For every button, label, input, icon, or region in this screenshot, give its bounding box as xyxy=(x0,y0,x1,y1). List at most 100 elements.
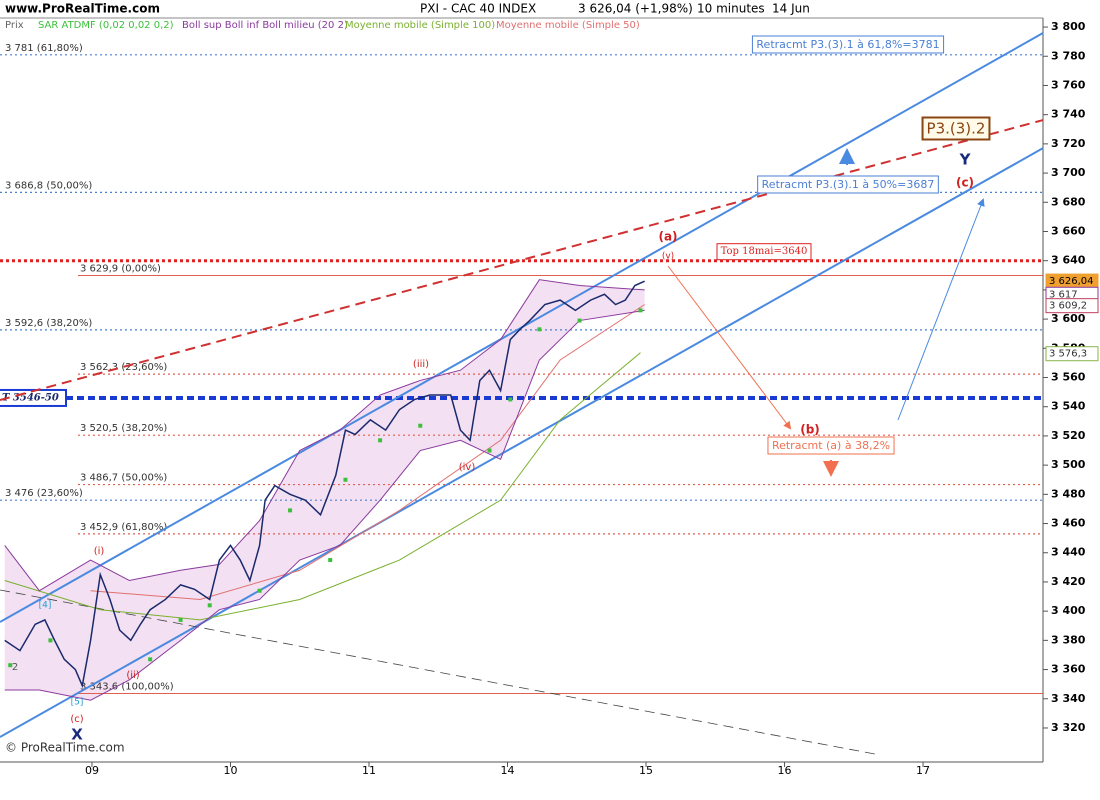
y-tick-label: 3 540 xyxy=(1051,400,1086,413)
y-tick-label: 3 440 xyxy=(1051,546,1086,559)
level-label: 3 629,9 (0,00%) xyxy=(80,263,161,274)
annotation: (iii) xyxy=(413,359,429,370)
y-tick-label: 3 560 xyxy=(1051,371,1086,384)
boll-upper xyxy=(4,279,645,592)
price-tag-box xyxy=(1045,346,1099,362)
y-tick-label: 3 520 xyxy=(1051,429,1086,442)
sar-dot xyxy=(288,508,293,513)
boll-lower xyxy=(4,309,645,701)
annotation: (b) xyxy=(800,423,820,437)
annotation: (ii) xyxy=(126,670,139,681)
legend-entry: SAR ATDMF (0,02 0,02 0,2) xyxy=(38,20,174,31)
x-tick-label: 15 xyxy=(639,764,653,777)
y-tick-label: 3 340 xyxy=(1051,692,1086,705)
annotation: (iv) xyxy=(459,462,476,473)
price-tag-label: 3 576,3 xyxy=(1049,349,1087,360)
x-tick-label: 17 xyxy=(916,764,930,777)
plot-area: 3 781 (61,80%) 3 686,8 (50,00%) Top 18mai=… xyxy=(0,32,1044,756)
annotation: [4] xyxy=(39,601,52,611)
annotation: Retracmt P3.(3).1 à 61,8%=3781 xyxy=(756,38,939,51)
sar-dot xyxy=(207,603,212,608)
annotation: X xyxy=(71,726,83,744)
annotation: 2 xyxy=(12,662,18,673)
annotation: P3.(3).2 xyxy=(927,120,986,138)
annotation-box xyxy=(751,35,945,54)
channel-line xyxy=(0,147,1044,738)
legend-entry: Boll sup Boll inf Boll milieu (20 2) xyxy=(182,20,348,31)
annotation: (a) xyxy=(658,230,677,244)
sar-dot xyxy=(638,308,643,313)
x-tick-label: 11 xyxy=(362,764,376,777)
label-box xyxy=(716,243,812,261)
footer: © ProRealTime.com xyxy=(5,741,125,755)
arrow xyxy=(667,265,792,430)
sar-dot xyxy=(148,657,153,662)
price-tag-label: 3 617 xyxy=(1049,289,1078,300)
x-tick-label: 14 xyxy=(501,764,515,777)
y-tick-label: 3 680 xyxy=(1051,195,1086,208)
channel-line xyxy=(0,589,881,756)
y-tick-label: 3 320 xyxy=(1051,721,1086,734)
level-label: Top 18mai=3640 xyxy=(721,246,808,257)
sar-dot xyxy=(378,438,383,443)
sar-dot xyxy=(178,617,183,622)
annotation: Retracmt P3.(3).1 à 50%=3687 xyxy=(762,178,935,191)
legend-entry: Moyenne mobile (Simple 50) xyxy=(496,20,640,31)
interval: 10 minutes xyxy=(697,2,765,16)
annotation: [5] xyxy=(71,698,84,708)
y-tick-label: 3 780 xyxy=(1051,49,1086,62)
y-tick-label: 3 360 xyxy=(1051,663,1086,676)
level-label: 3 476 (23,60%) xyxy=(5,488,83,499)
level-label: T 3546-50 xyxy=(2,392,59,403)
channel-line xyxy=(0,119,1044,401)
y-tick-label: 3 740 xyxy=(1051,108,1086,121)
y-tick-label: 3 500 xyxy=(1051,458,1086,471)
level-label: 3 520,5 (38,20%) xyxy=(80,423,167,434)
level-label: 3 343,6 (100,00%) xyxy=(80,682,174,693)
ma100-line xyxy=(4,352,641,621)
price-tag-box xyxy=(1045,298,1099,314)
level-label: 3 781 (61,80%) xyxy=(5,43,83,54)
sar-dot xyxy=(537,327,542,332)
annotation: (i) xyxy=(94,546,105,557)
level-label: 3 452,9 (61,80%) xyxy=(80,522,167,533)
ma50-line xyxy=(90,304,645,600)
x-tick-label: 09 xyxy=(85,764,99,777)
y-tick-label: 3 800 xyxy=(1051,20,1086,33)
annotation-box xyxy=(921,116,991,141)
x-tick-label: 16 xyxy=(778,764,792,777)
sar-dot xyxy=(48,638,53,643)
chart-title: PXI - CAC 40 INDEX xyxy=(420,2,536,16)
y-tick-label: 3 640 xyxy=(1051,254,1086,267)
sar-dot xyxy=(328,558,333,563)
level-label: 3 562,3 (23,60%) xyxy=(80,362,167,373)
y-tick-label: 3 380 xyxy=(1051,633,1086,646)
arrow xyxy=(897,198,985,421)
price-line xyxy=(4,280,645,689)
annotation: (c) xyxy=(70,714,83,725)
legend-entry: Moyenne mobile (Simple 100) xyxy=(345,20,495,31)
y-tick-label: 3 720 xyxy=(1051,137,1086,150)
legend-entry: Prix xyxy=(5,20,24,31)
level-label: 3 486,7 (50,00%) xyxy=(80,473,167,484)
y-tick-label: 3 600 xyxy=(1051,312,1086,325)
sar-dot xyxy=(257,588,262,593)
annotation-box xyxy=(757,175,939,194)
level-label: 3 686,8 (50,00%) xyxy=(5,180,92,191)
annotation-box xyxy=(767,436,895,455)
y-tick-label: 3 660 xyxy=(1051,224,1086,237)
annotation: Y xyxy=(959,151,972,169)
annotation: (v) xyxy=(662,252,674,262)
label-tag xyxy=(0,388,67,407)
annotation: (c) xyxy=(956,176,974,190)
y-tick-label: 3 480 xyxy=(1051,487,1086,500)
band-fill xyxy=(4,279,645,701)
source: www.ProRealTime.com xyxy=(5,2,160,16)
sar-dot xyxy=(418,423,423,428)
price-tag-label: 3 626,04 xyxy=(1049,276,1094,287)
y-tick-label: 3 700 xyxy=(1051,166,1086,179)
sar-dot xyxy=(508,397,513,402)
